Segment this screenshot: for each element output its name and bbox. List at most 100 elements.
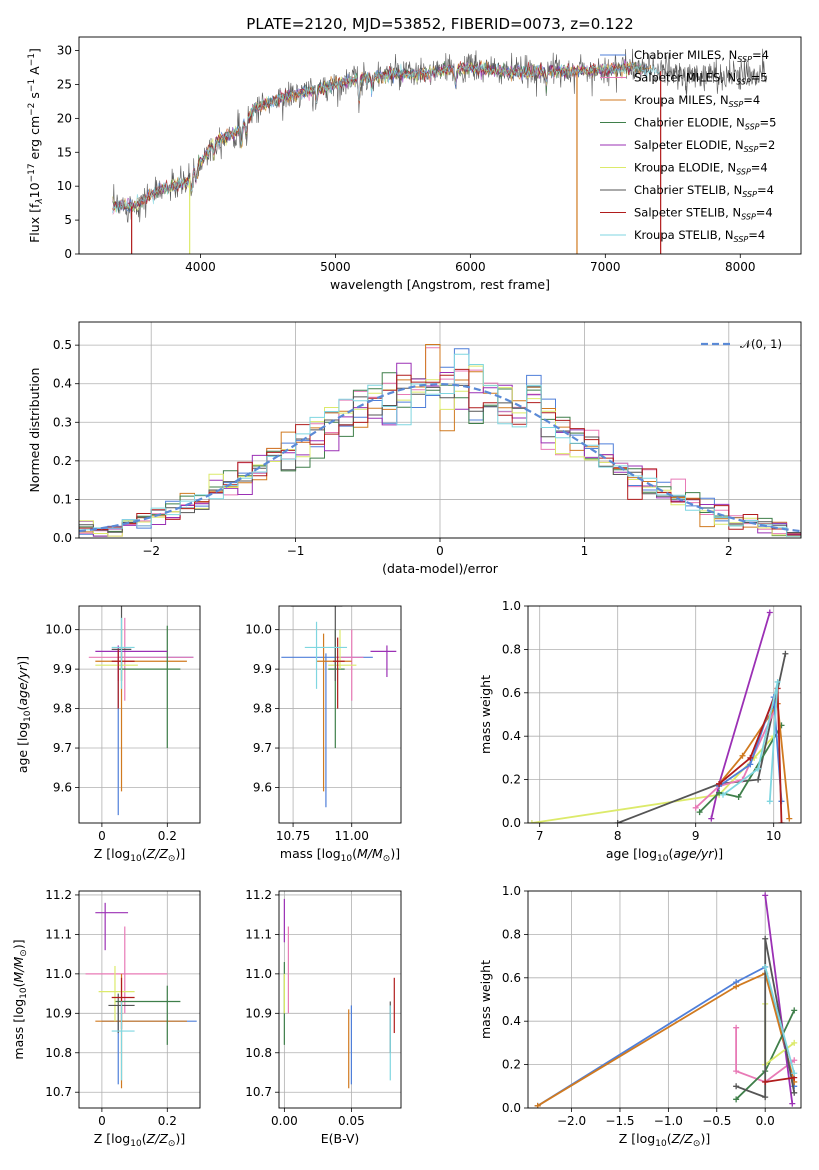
- errorbar-chabrier-miles: [101, 1005, 197, 1085]
- errorbar-kroupa-elodie: [328, 629, 357, 670]
- x-tick-label: −0.5: [702, 1114, 731, 1128]
- weight-marker: [782, 650, 789, 657]
- legend-label: Chabrier ELODIE, NSSP=5: [634, 116, 776, 132]
- y-tick-label: 0.4: [53, 377, 72, 391]
- legend-label: Chabrier MILES, NSSP=4: [634, 48, 769, 64]
- x-tick-label: 0.2: [158, 829, 177, 843]
- x-tick-label: 4000: [185, 260, 216, 274]
- x-tick-label: 0: [436, 544, 444, 558]
- model-line-kroupa-miles: [112, 60, 653, 211]
- y-axis-label: mass weight: [478, 675, 493, 754]
- y-tick-label: 9.9: [253, 662, 272, 676]
- weight-series-kroupa-miles: [534, 970, 798, 1108]
- x-tick-label: 0: [98, 829, 106, 843]
- y-tick-label: 10: [57, 179, 72, 193]
- legend-label: Chabrier STELIB, NSSP=4: [634, 183, 774, 199]
- weight-marker: [766, 798, 773, 805]
- x-tick-label: −1.5: [605, 1114, 634, 1128]
- mass-vs-Z-panel: 0 0.2 10.7 10.8 10.9 11.0 11.1 11.2 Z [log10(Z/Z…: [11, 888, 201, 1149]
- x-tick-label: −1: [287, 544, 305, 558]
- x-tick-label: 0: [98, 1114, 106, 1128]
- weight-marker: [733, 1024, 740, 1031]
- weight-line: [531, 735, 775, 823]
- y-tick-label: 10.0: [45, 623, 72, 637]
- y-tick-label: 10.9: [45, 1006, 72, 1020]
- y-tick-label: 0.3: [53, 415, 72, 429]
- y-axis-label: Normed distribution: [27, 368, 42, 493]
- weight-marker: [786, 815, 793, 822]
- weight-line: [537, 965, 796, 1107]
- errorbar-chabrier-stelib: [290, 606, 343, 681]
- weight-series-salpeter-elodie: [708, 609, 773, 822]
- weight-marker: [791, 1039, 798, 1046]
- y-tick-label: 25: [57, 77, 72, 91]
- weight-marker: [774, 678, 781, 685]
- y-tick-label: 10.8: [245, 1046, 272, 1060]
- y-tick-label: 0.1: [53, 492, 72, 506]
- y-axis-label: mass [log10(M/M⊙)]: [11, 939, 29, 1059]
- age-vs-Z-panel: 0 0.2 9.6 9.7 9.8 9.9 10.0 Z [log10(Z/Z⊙)] age […: [15, 605, 201, 864]
- weight-marker: [791, 1057, 798, 1064]
- spectrum-plot-area: [112, 48, 768, 254]
- y-tick-label: 0.0: [502, 816, 521, 830]
- y-tick-label: 30: [57, 44, 72, 58]
- errorbar-salpeter-elodie: [370, 645, 397, 678]
- weight-marker: [762, 1094, 769, 1101]
- residuals-panel: −2 −1 0 1 2 0.0 0.1 0.2 0.3 0.4 0.5 𝒩(0, 1) (data-mo…: [27, 321, 802, 576]
- y-tick-label: 20: [57, 111, 72, 125]
- y-tick-label: 10.8: [45, 1046, 72, 1060]
- errorbar-kroupa-stelib: [304, 621, 348, 689]
- weight-marker: [791, 1007, 798, 1014]
- weight-marker: [791, 1089, 798, 1096]
- errorbar-salpeter-stelib: [111, 649, 135, 709]
- y-tick-label: 9.7: [253, 741, 272, 755]
- weight-marker: [614, 820, 621, 823]
- weight-line: [710, 612, 771, 819]
- age-vs-mass-panel: 10.75 11.00 9.6 9.7 9.8 9.9 10.0 mass [log10(M/…: [245, 605, 402, 864]
- weight-series-chabrier-stelib: [733, 935, 798, 1101]
- x-tick-label: 8000: [725, 260, 756, 274]
- x-tick-label: 0.0: [756, 1114, 775, 1128]
- mass-vs-ebv-plot-area: [283, 898, 395, 1089]
- errorbar-salpeter-miles: [88, 617, 194, 701]
- axes-frame: [78, 890, 201, 1109]
- figure-title: PLATE=2120, MJD=53852, FIBERID=0073, z=0…: [246, 15, 633, 33]
- y-tick-label: 9.9: [53, 662, 72, 676]
- x-tick-label: 6000: [455, 260, 486, 274]
- y-tick-label: 0.4: [502, 729, 521, 743]
- y-tick-label: 11.0: [45, 967, 72, 981]
- axes-frame: [527, 890, 802, 1109]
- x-tick-label: 7000: [590, 260, 621, 274]
- x-tick-label: 0.05: [338, 1114, 365, 1128]
- weight-series-kroupa-stelib: [720, 678, 781, 805]
- weight-marker: [755, 765, 762, 772]
- y-tick-label: 0.4: [502, 1014, 521, 1028]
- errorbar-kroupa-stelib: [111, 617, 135, 689]
- legend-label: Salpeter MILES, NSSP=5: [634, 71, 768, 87]
- weight-marker: [716, 789, 723, 796]
- weight-marker: [762, 892, 769, 899]
- weight-line: [722, 681, 779, 802]
- weight-vs-age-panel: 7 8 9 10 0.0 0.2 0.4 0.6 0.8 1.0 age [log10(age/yr…: [478, 599, 802, 864]
- histogram-chabrier-stelib: [79, 384, 801, 538]
- y-tick-label: 9.8: [253, 702, 272, 716]
- y-tick-label: 9.6: [253, 780, 272, 794]
- x-tick-label: 10: [766, 829, 781, 843]
- y-tick-label: 0.0: [53, 531, 72, 545]
- weight-series-salpeter-miles: [733, 1024, 798, 1085]
- weight-series-salpeter-elodie: [762, 892, 796, 1107]
- y-axis-label: mass weight: [478, 960, 493, 1039]
- y-tick-label: 10.7: [45, 1085, 72, 1099]
- weight-marker: [766, 609, 773, 616]
- axes-frame: [527, 605, 802, 824]
- y-tick-label: 11.0: [245, 967, 272, 981]
- x-axis-label: mass [log10(M/M⊙)]: [280, 846, 400, 864]
- y-tick-label: 10.7: [245, 1085, 272, 1099]
- errorbar-chabrier-miles: [281, 653, 373, 808]
- weight-marker: [762, 963, 769, 970]
- axes-frame: [278, 605, 402, 824]
- residuals-legend: 𝒩(0, 1): [701, 337, 782, 351]
- weight-marker: [733, 983, 740, 990]
- age-vs-mass-plot-area: [281, 606, 397, 808]
